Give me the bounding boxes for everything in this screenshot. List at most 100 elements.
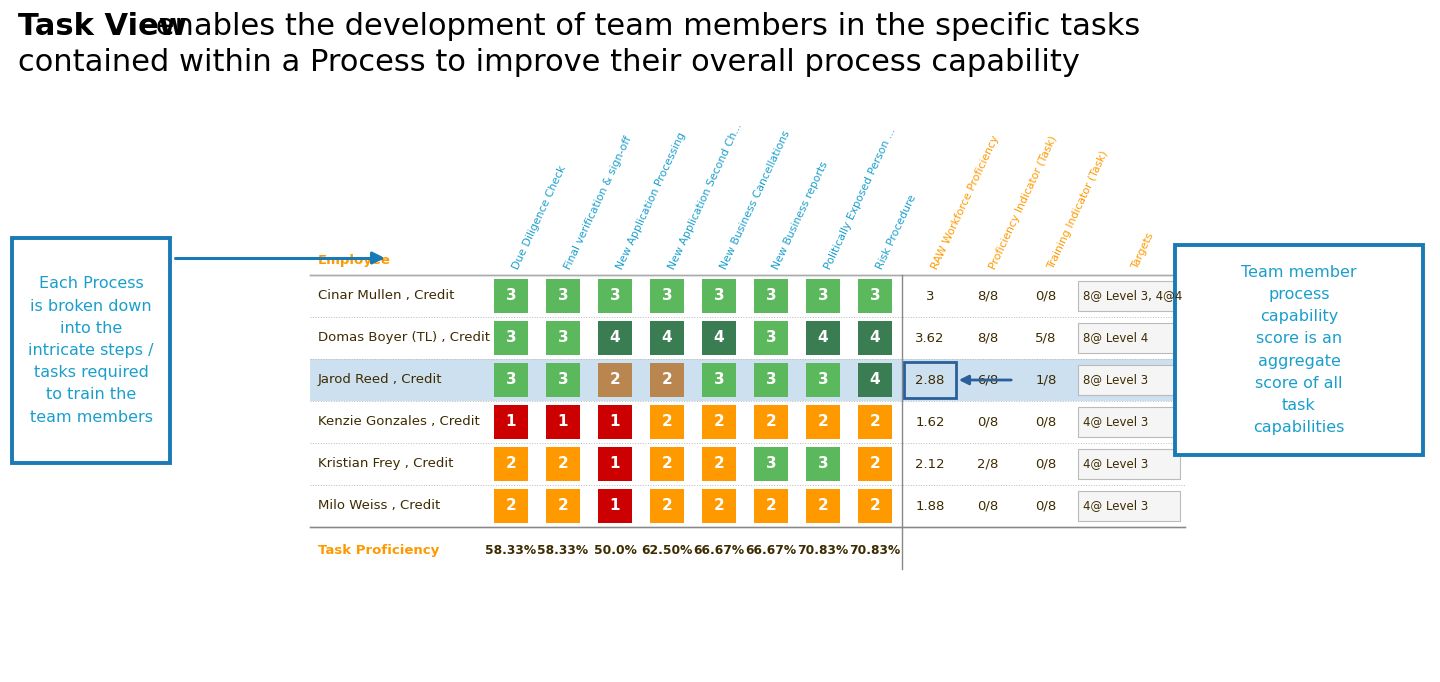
FancyBboxPatch shape [755,279,788,313]
Text: Task View: Task View [17,12,187,41]
FancyBboxPatch shape [755,489,788,523]
Text: 2: 2 [766,415,776,430]
Text: 70.83%: 70.83% [850,544,900,557]
Text: 2: 2 [818,415,828,430]
FancyBboxPatch shape [494,321,528,355]
Text: 3: 3 [662,288,672,303]
FancyBboxPatch shape [494,363,528,397]
Text: 2.88: 2.88 [916,374,945,387]
FancyBboxPatch shape [806,279,840,313]
FancyBboxPatch shape [703,279,736,313]
Text: 2: 2 [661,499,672,514]
FancyBboxPatch shape [703,447,736,481]
Text: 2: 2 [818,499,828,514]
Text: New Application Second Ch...: New Application Second Ch... [667,121,744,271]
Text: 1.88: 1.88 [916,499,945,512]
Text: 3: 3 [714,372,724,387]
Text: 4: 4 [870,331,880,346]
Text: Each Process
is broken down
into the
intricate steps /
tasks required
to train t: Each Process is broken down into the int… [29,276,154,425]
Text: 3: 3 [557,372,569,387]
Text: 2.12: 2.12 [916,458,945,471]
FancyBboxPatch shape [703,405,736,439]
FancyBboxPatch shape [546,489,580,523]
FancyBboxPatch shape [806,405,840,439]
Text: 0/8: 0/8 [1035,499,1057,512]
FancyBboxPatch shape [546,447,580,481]
Text: Employee: Employee [318,254,390,267]
Text: 3: 3 [714,288,724,303]
Text: 3: 3 [870,288,880,303]
FancyBboxPatch shape [755,363,788,397]
Text: New Business reports: New Business reports [770,160,829,271]
Text: 3: 3 [766,288,776,303]
FancyBboxPatch shape [1079,365,1179,395]
Text: Training Indicator (Task): Training Indicator (Task) [1045,149,1110,271]
Text: Kristian Frey , Credit: Kristian Frey , Credit [318,458,454,471]
Text: 2: 2 [714,415,724,430]
Text: 3: 3 [505,288,517,303]
FancyBboxPatch shape [598,489,632,523]
Text: Proficiency Indicator (Task): Proficiency Indicator (Task) [988,134,1058,271]
Text: 8@ Level 4: 8@ Level 4 [1083,331,1148,344]
Text: 0/8: 0/8 [1035,289,1057,303]
Text: Politically Exposed Person ...: Politically Exposed Person ... [824,126,897,271]
Text: RAW Workforce Proficiency: RAW Workforce Proficiency [930,134,1001,271]
Text: Jarod Reed , Credit: Jarod Reed , Credit [318,374,442,387]
Text: 4@ Level 3: 4@ Level 3 [1083,458,1148,471]
FancyBboxPatch shape [755,321,788,355]
FancyBboxPatch shape [598,447,632,481]
Text: 0/8: 0/8 [1035,458,1057,471]
Text: 2: 2 [714,499,724,514]
FancyBboxPatch shape [858,405,891,439]
Text: Kenzie Gonzales , Credit: Kenzie Gonzales , Credit [318,415,480,428]
FancyBboxPatch shape [703,363,736,397]
FancyBboxPatch shape [494,279,528,313]
FancyBboxPatch shape [806,363,840,397]
FancyBboxPatch shape [546,405,580,439]
Text: 2: 2 [870,456,880,471]
Text: 4@ Level 3: 4@ Level 3 [1083,415,1148,428]
FancyBboxPatch shape [1079,449,1179,479]
Text: 0/8: 0/8 [978,499,998,512]
FancyBboxPatch shape [649,405,684,439]
Text: 2: 2 [557,499,569,514]
Text: 8/8: 8/8 [978,331,998,344]
Text: 1: 1 [505,415,517,430]
FancyBboxPatch shape [546,279,580,313]
FancyBboxPatch shape [1079,323,1179,353]
Text: 3: 3 [818,288,828,303]
Text: 3: 3 [766,331,776,346]
Text: 8@ Level 3, 4@4: 8@ Level 3, 4@4 [1083,289,1182,303]
FancyBboxPatch shape [598,321,632,355]
FancyBboxPatch shape [858,279,891,313]
Text: New Business Cancellations: New Business Cancellations [719,130,792,271]
FancyBboxPatch shape [598,405,632,439]
FancyBboxPatch shape [703,321,736,355]
Text: 3: 3 [557,288,569,303]
FancyBboxPatch shape [598,363,632,397]
Text: Team member
process
capability
score is an
aggregate
score of all
task
capabilit: Team member process capability score is … [1241,265,1356,435]
FancyBboxPatch shape [12,238,170,463]
FancyBboxPatch shape [858,363,891,397]
Text: Task Proficiency: Task Proficiency [318,544,439,557]
Text: 2: 2 [661,415,672,430]
Text: 3: 3 [766,372,776,387]
Text: 2: 2 [609,372,621,387]
FancyBboxPatch shape [546,321,580,355]
FancyBboxPatch shape [703,489,736,523]
FancyBboxPatch shape [310,359,1185,401]
Text: 5/8: 5/8 [1035,331,1057,344]
Text: 3: 3 [505,331,517,346]
Text: 4@ Level 3: 4@ Level 3 [1083,499,1148,512]
Text: 0/8: 0/8 [1035,415,1057,428]
Text: 2: 2 [870,415,880,430]
FancyBboxPatch shape [806,489,840,523]
FancyBboxPatch shape [649,489,684,523]
Text: Final verification & sign-off: Final verification & sign-off [563,134,634,271]
FancyBboxPatch shape [494,447,528,481]
Text: Risk Procedure: Risk Procedure [876,193,919,271]
FancyBboxPatch shape [755,447,788,481]
FancyBboxPatch shape [858,321,891,355]
Text: enables the development of team members in the specific tasks: enables the development of team members … [145,12,1140,41]
Text: Due Diligence Check: Due Diligence Check [511,164,567,271]
